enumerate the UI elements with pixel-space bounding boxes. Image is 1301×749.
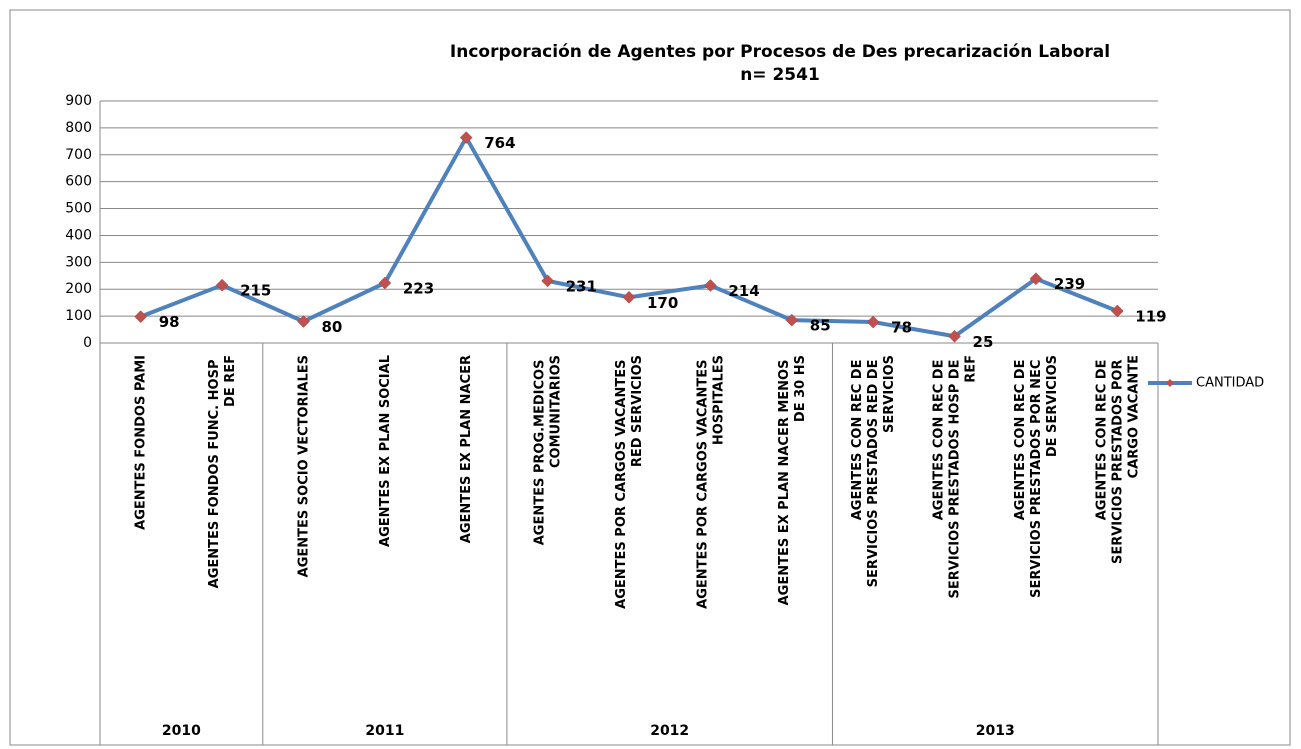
data-label: 231 — [566, 277, 597, 295]
data-label: 80 — [321, 318, 342, 336]
x-tick-label: AGENTES CON REC DE SERVICIOS PRESTADOS R… — [850, 355, 897, 587]
x-tick-label: AGENTES FONDOS FUNC. HOSP DE REF — [207, 355, 238, 588]
x-tick-label: AGENTES POR CARGOS VACANTES RED SERVICIO… — [614, 355, 645, 609]
data-label: 764 — [484, 134, 515, 152]
x-tick-label: AGENTES CON REC DE SERVICIOS PRESTADOS P… — [1094, 355, 1141, 564]
data-point — [948, 329, 961, 343]
y-tick-label: 300 — [65, 254, 92, 270]
data-point — [297, 315, 310, 328]
y-tick-label: 400 — [65, 227, 92, 243]
x-tick-label: AGENTES CON REC DE SERVICIOS PRESTADOS H… — [931, 355, 978, 598]
group-label: 2013 — [976, 723, 1015, 739]
data-label: 214 — [728, 282, 759, 300]
data-point — [785, 313, 799, 327]
data-point — [622, 290, 636, 304]
x-tick-label: AGENTES POR CARGOS VACANTES HOSPITALES — [695, 355, 726, 609]
chart-border — [9, 9, 1291, 746]
data-point — [1110, 304, 1124, 318]
data-point — [134, 310, 148, 324]
data-label: 215 — [240, 282, 271, 300]
y-tick-label: 500 — [65, 201, 92, 217]
chart-title: Incorporación de Agentes por Procesos de… — [450, 42, 1110, 62]
legend-marker — [1166, 379, 1174, 387]
x-tick-label: AGENTES EX PLAN SOCIAL — [377, 355, 392, 547]
x-tick-label: AGENTES SOCIO VECTORIALES — [296, 355, 311, 577]
group-label: 2010 — [162, 723, 201, 739]
data-label: 85 — [810, 317, 831, 335]
y-tick-label: 600 — [65, 174, 92, 190]
x-tick-label: AGENTES PROG.MEDICOS COMUNITARIOS — [532, 355, 563, 545]
y-tick-label: 100 — [65, 308, 92, 324]
x-tick-label: AGENTES EX PLAN NACER — [459, 355, 474, 543]
x-tick-label: AGENTES FONDOS PAMI — [133, 355, 148, 530]
y-tick-label: 0 — [83, 335, 92, 351]
data-point — [541, 274, 554, 288]
x-tick-label: AGENTES CON REC DE SERVICIOS PRESTADOS P… — [1012, 355, 1059, 598]
data-label: 98 — [159, 313, 180, 331]
data-label: 119 — [1135, 308, 1166, 326]
group-label: 2012 — [650, 723, 689, 739]
y-tick-label: 200 — [65, 281, 92, 297]
y-tick-label: 700 — [65, 147, 92, 163]
data-label: 25 — [973, 333, 994, 351]
group-label: 2011 — [365, 723, 404, 739]
data-label: 239 — [1054, 275, 1085, 293]
data-label: 170 — [647, 294, 678, 312]
data-label: 223 — [403, 280, 434, 298]
chart-subtitle: n= 2541 — [740, 65, 820, 85]
legend-label: CANTIDAD — [1196, 376, 1264, 391]
data-point — [378, 276, 392, 290]
y-tick-label: 800 — [65, 120, 92, 136]
data-point — [459, 131, 473, 144]
data-label: 78 — [891, 319, 912, 337]
data-point — [1029, 272, 1043, 286]
y-tick-label: 900 — [65, 93, 92, 109]
x-tick-label: AGENTES EX PLAN NACER MENOS DE 30 HS — [776, 355, 807, 605]
data-point — [215, 278, 229, 292]
data-point — [866, 315, 880, 329]
data-point — [704, 279, 717, 292]
